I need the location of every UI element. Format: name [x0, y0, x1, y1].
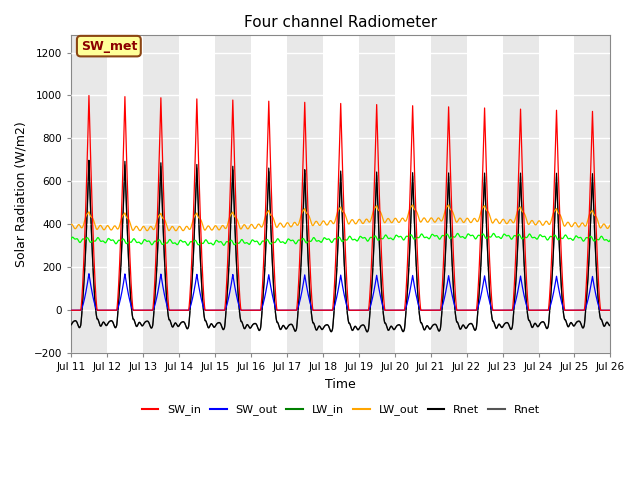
Text: SW_met: SW_met — [81, 40, 137, 53]
X-axis label: Time: Time — [325, 378, 356, 391]
Bar — [575, 36, 611, 353]
Bar — [395, 36, 431, 353]
Bar — [71, 36, 107, 353]
Bar — [502, 36, 538, 353]
Bar — [107, 36, 143, 353]
Bar — [287, 36, 323, 353]
Bar — [143, 36, 179, 353]
Bar — [467, 36, 502, 353]
Legend: SW_in, SW_out, LW_in, LW_out, Rnet, Rnet: SW_in, SW_out, LW_in, LW_out, Rnet, Rnet — [137, 400, 544, 420]
Bar — [215, 36, 251, 353]
Title: Four channel Radiometer: Four channel Radiometer — [244, 15, 437, 30]
Bar — [251, 36, 287, 353]
Bar — [538, 36, 575, 353]
Bar — [179, 36, 215, 353]
Y-axis label: Solar Radiation (W/m2): Solar Radiation (W/m2) — [15, 121, 28, 267]
Bar — [358, 36, 395, 353]
Bar — [323, 36, 358, 353]
Bar — [431, 36, 467, 353]
